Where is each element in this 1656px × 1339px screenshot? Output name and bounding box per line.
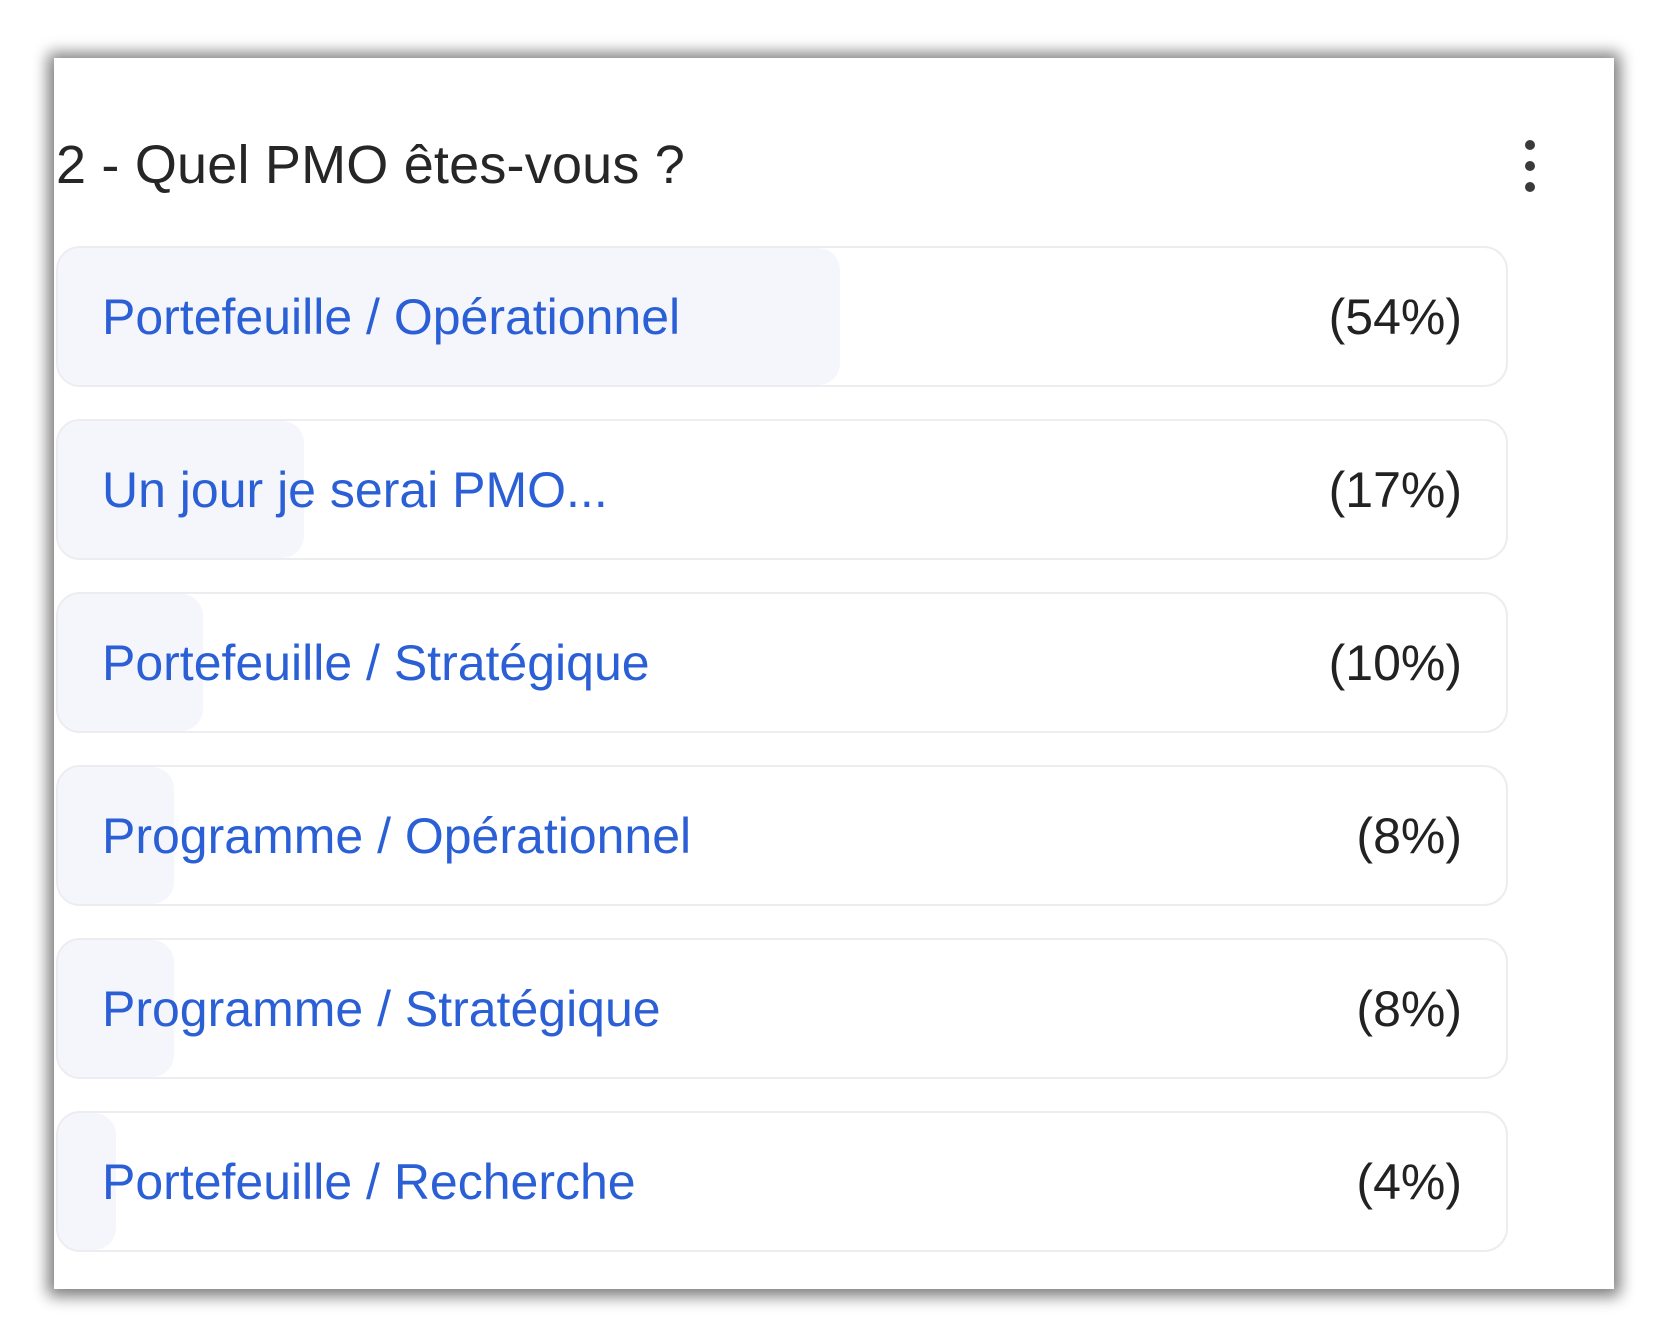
result-bar — [58, 421, 305, 558]
result-bar — [58, 1113, 116, 1250]
menu-dot — [1525, 140, 1535, 150]
option-label: Portefeuille / Stratégique — [102, 634, 650, 691]
result-bar — [58, 940, 174, 1077]
option-percent: (8%) — [1356, 807, 1462, 864]
option-percent: (54%) — [1328, 288, 1462, 345]
poll-option[interactable]: Portefeuille / Stratégique (10%) — [56, 592, 1508, 733]
option-percent: (17%) — [1328, 461, 1462, 518]
option-label: Programme / Opérationnel — [102, 807, 692, 864]
option-label: Portefeuille / Recherche — [102, 1153, 636, 1210]
more-vertical-icon[interactable] — [1510, 140, 1550, 192]
poll-option[interactable]: Programme / Stratégique (8%) — [56, 938, 1508, 1079]
poll-option[interactable]: Un jour je serai PMO... (17%) — [56, 419, 1508, 560]
poll-option[interactable]: Programme / Opérationnel (8%) — [56, 765, 1508, 906]
option-label: Programme / Stratégique — [102, 980, 661, 1037]
question-title: 2 - Quel PMO êtes-vous ? — [56, 135, 686, 195]
result-bar — [58, 248, 840, 385]
option-percent: (4%) — [1356, 1153, 1462, 1210]
poll-option[interactable]: Portefeuille / Opérationnel (54%) — [56, 246, 1508, 387]
option-label: Portefeuille / Opérationnel — [102, 288, 681, 345]
result-bar — [58, 594, 203, 731]
option-label: Un jour je serai PMO... — [102, 461, 608, 518]
result-bar — [58, 767, 174, 904]
poll-options: Portefeuille / Opérationnel (54%) Un jou… — [56, 246, 1508, 1284]
menu-dot — [1525, 182, 1535, 192]
poll-option[interactable]: Portefeuille / Recherche (4%) — [56, 1111, 1508, 1252]
option-percent: (10%) — [1328, 634, 1462, 691]
option-percent: (8%) — [1356, 980, 1462, 1037]
menu-dot — [1525, 161, 1535, 171]
